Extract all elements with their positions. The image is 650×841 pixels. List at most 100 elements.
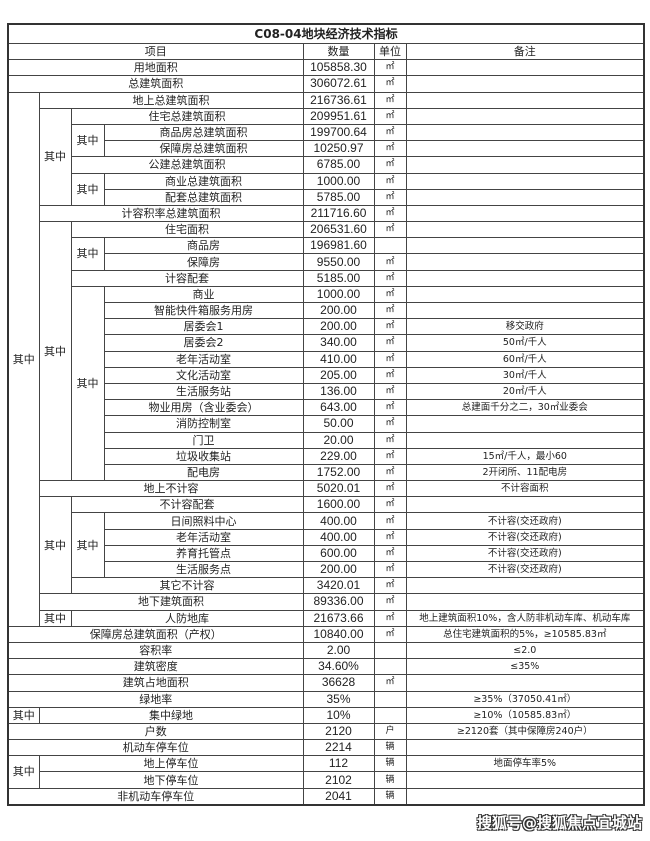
item-value: 20.00 [302, 431, 375, 449]
item-note: 不计容(交还政府) [405, 512, 645, 530]
item-label: 总建筑面积 [7, 75, 304, 93]
item-note: ≥10%（10585.83㎡） [405, 706, 645, 724]
group-label-qizhong: 其中 [70, 285, 105, 482]
group-label-qizhong: 其中 [70, 123, 105, 158]
item-value: 2214 [302, 739, 375, 757]
item-unit: ㎡ [373, 285, 407, 304]
item-label: 日间照料中心 [103, 512, 304, 530]
item-value: 105858.30 [302, 59, 375, 77]
item-note [405, 593, 645, 611]
item-value: 1600.00 [302, 496, 375, 514]
item-unit: 辆 [373, 739, 407, 757]
item-unit: ㎡ [373, 496, 407, 514]
item-label: 非机动车停车位 [7, 787, 304, 806]
table-row: 建筑密度 34.60% ≤35% [7, 658, 645, 676]
table-row: 保障房 9550.00 ㎡ [8, 253, 645, 271]
item-label: 居委会1 [103, 318, 304, 336]
item-unit: ㎡ [373, 334, 407, 352]
item-note [405, 577, 645, 595]
item-label: 计容配套 [70, 269, 304, 287]
header-item: 项目 [7, 42, 304, 61]
item-unit: ㎡ [373, 609, 407, 627]
item-label: 住宅总建筑面积 [70, 107, 304, 125]
table-row: 机动车停车位 2214 辆 [7, 739, 645, 757]
item-label: 公建总建筑面积 [70, 156, 304, 174]
table-row: 其中 住宅面积 206531.60 ㎡ [8, 221, 645, 482]
item-note: ≥2120套（其中保障房240户） [405, 722, 645, 741]
item-note: 移交政府 [405, 318, 645, 336]
item-value: 206531.60 [302, 221, 375, 239]
item-unit: ㎡ [373, 674, 407, 692]
table-row: 计容配套 5185.00 ㎡ [8, 269, 645, 287]
item-unit: ㎡ [373, 140, 407, 158]
table-row: 户数 2120 户 ≥2120套（其中保障房240户） [7, 722, 645, 741]
item-note: 15㎡/千人，最小60 [405, 447, 645, 465]
item-value: 211716.60 [302, 204, 375, 223]
item-note [405, 285, 645, 304]
item-note [405, 674, 645, 692]
item-label: 物业用房（含业委会） [103, 399, 304, 417]
item-label: 生活服务点 [103, 560, 304, 579]
item-label: 户数 [7, 722, 304, 741]
item-label: 地上不计容 [38, 480, 304, 498]
item-label: 消防控制室 [103, 415, 304, 433]
item-value: 1000.00 [302, 172, 375, 190]
table-row: 其中 集中绿地 10% ≥10%（10585.83㎡） [7, 706, 645, 724]
item-unit [373, 237, 407, 255]
item-note [405, 75, 645, 93]
item-value: 10250.97 [302, 140, 375, 158]
item-note [405, 739, 645, 757]
item-value: 410.00 [302, 350, 375, 368]
item-unit: ㎡ [373, 399, 407, 417]
item-unit: ㎡ [373, 107, 407, 125]
item-label: 门卫 [103, 431, 304, 449]
table-row: 保障房总建筑面积 10250.97 ㎡ [8, 140, 645, 158]
item-unit: ㎡ [373, 560, 407, 579]
item-label: 集中绿地 [38, 706, 304, 724]
item-label: 垃圾收集站 [103, 447, 304, 465]
item-unit: ㎡ [373, 269, 407, 287]
item-unit: ㎡ [373, 415, 407, 433]
table-row: 公建总建筑面积 6785.00 ㎡ [8, 156, 645, 174]
item-note [405, 59, 645, 77]
item-unit: 辆 [373, 787, 407, 806]
item-value: 200.00 [302, 318, 375, 336]
item-label: 老年活动室 [103, 350, 304, 368]
item-label: 养育托管点 [103, 544, 304, 563]
table-row: 总建筑面积 306072.61 ㎡ [7, 75, 645, 93]
item-note: 地面停车率5% [405, 755, 645, 773]
header-note: 备注 [405, 42, 645, 61]
item-unit [373, 706, 407, 724]
table-row: 其中 商业总建筑面积 1000.00 ㎡ [8, 172, 645, 206]
group-label-qizhong: 其中 [7, 91, 40, 627]
item-label: 智能快件箱服务用房 [103, 301, 304, 320]
table-row: 居委会2 340.00 ㎡ 50㎡/千人 [8, 334, 645, 352]
item-value: 400.00 [302, 528, 375, 546]
item-value: 199700.64 [302, 123, 375, 142]
item-label: 地下停车位 [38, 771, 304, 789]
item-label: 商业总建筑面积 [103, 172, 304, 190]
item-note [405, 107, 645, 125]
item-unit: ㎡ [373, 204, 407, 223]
item-label: 人防地库 [70, 609, 304, 627]
table-row: 绿地率 35% ≥35%（37050.41㎡） [7, 690, 645, 708]
table-row: 非机动车停车位 2041 辆 [7, 787, 645, 806]
group-label-qizhong: 其中 [7, 706, 40, 724]
item-value: 1752.00 [302, 463, 375, 482]
item-value: 136.00 [302, 382, 375, 401]
item-label: 地上停车位 [38, 755, 304, 773]
group-label-qizhong: 其中 [70, 172, 105, 206]
item-note [405, 415, 645, 433]
item-note: 50㎡/千人 [405, 334, 645, 352]
item-note [405, 123, 645, 142]
item-unit: ㎡ [373, 625, 407, 643]
table-row: 用地面积 105858.30 ㎡ [7, 59, 645, 77]
item-label: 不计容配套 [70, 496, 304, 514]
item-unit: ㎡ [373, 593, 407, 611]
item-unit: ㎡ [373, 318, 407, 336]
item-note [405, 156, 645, 174]
item-unit: ㎡ [373, 91, 407, 109]
item-value: 200.00 [302, 560, 375, 579]
item-note [405, 253, 645, 271]
item-note [405, 771, 645, 789]
